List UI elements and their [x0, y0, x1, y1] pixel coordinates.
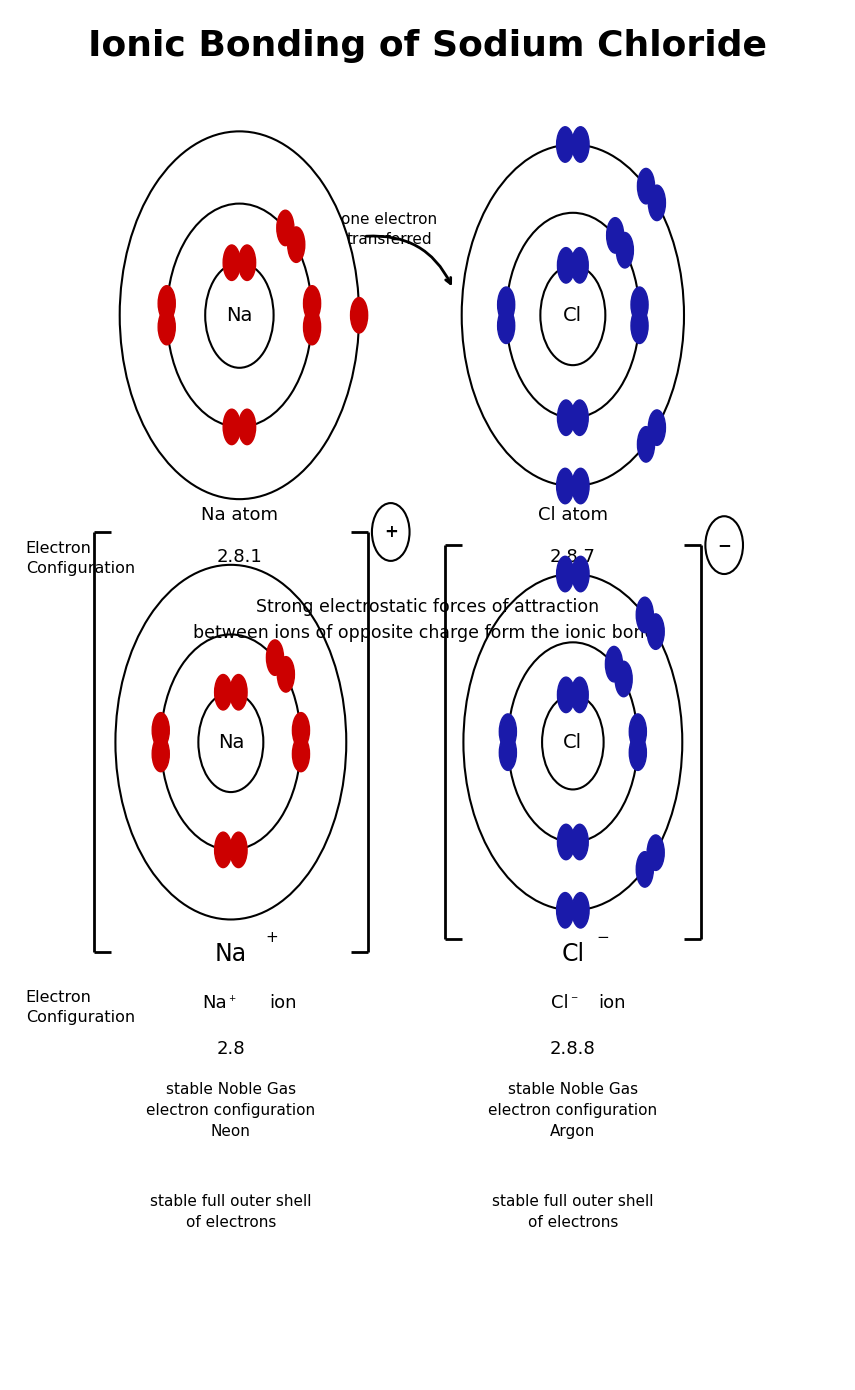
Ellipse shape	[615, 662, 632, 696]
Text: Strong electrostatic forces of attraction
between ions of opposite charge form t: Strong electrostatic forces of attractio…	[193, 598, 662, 642]
Text: +: +	[384, 523, 398, 541]
Ellipse shape	[557, 400, 575, 435]
Ellipse shape	[152, 713, 169, 748]
Ellipse shape	[223, 409, 240, 445]
Text: 2.8.8: 2.8.8	[550, 1040, 596, 1058]
Ellipse shape	[287, 227, 304, 263]
Ellipse shape	[647, 614, 664, 649]
Ellipse shape	[638, 168, 655, 204]
Ellipse shape	[557, 468, 574, 503]
Ellipse shape	[572, 468, 589, 503]
Ellipse shape	[648, 185, 665, 221]
Ellipse shape	[152, 737, 169, 771]
Ellipse shape	[606, 218, 623, 253]
Text: stable full outer shell
of electrons: stable full outer shell of electrons	[492, 1194, 653, 1230]
Text: one electron
transferred: one electron transferred	[341, 213, 437, 247]
Ellipse shape	[223, 245, 240, 281]
Ellipse shape	[557, 126, 574, 163]
Ellipse shape	[499, 714, 516, 749]
Text: Na: Na	[202, 994, 227, 1012]
Text: Electron
Configuration: Electron Configuration	[26, 991, 135, 1026]
Text: stable Noble Gas
electron configuration
Neon: stable Noble Gas electron configuration …	[146, 1083, 315, 1140]
Ellipse shape	[158, 286, 175, 321]
Ellipse shape	[572, 556, 589, 592]
Text: stable full outer shell
of electrons: stable full outer shell of electrons	[150, 1194, 311, 1230]
Text: Na: Na	[227, 306, 252, 325]
Text: −: −	[717, 537, 731, 555]
Ellipse shape	[638, 427, 655, 461]
Ellipse shape	[277, 656, 294, 692]
Ellipse shape	[215, 833, 232, 867]
Ellipse shape	[605, 646, 622, 682]
Text: stable Noble Gas
electron configuration
Argon: stable Noble Gas electron configuration …	[488, 1083, 657, 1140]
Ellipse shape	[571, 400, 588, 435]
Text: Cl atom: Cl atom	[538, 506, 608, 524]
Ellipse shape	[230, 674, 247, 710]
Text: Electron
Configuration: Electron Configuration	[26, 541, 135, 575]
Text: $^-$: $^-$	[569, 994, 579, 1008]
Text: 2.8.1: 2.8.1	[216, 548, 262, 566]
Ellipse shape	[647, 835, 664, 870]
Text: −: −	[597, 930, 609, 945]
Text: $^+$: $^+$	[227, 994, 237, 1008]
Ellipse shape	[648, 410, 665, 445]
Ellipse shape	[571, 247, 588, 284]
Text: alamy: alamy	[34, 1341, 128, 1369]
Ellipse shape	[631, 309, 648, 343]
Text: Cl: Cl	[551, 994, 569, 1012]
Ellipse shape	[499, 735, 516, 770]
Text: ion: ion	[269, 994, 297, 1012]
Text: Image ID: MN4K8B: Image ID: MN4K8B	[712, 1339, 829, 1351]
Text: Cl: Cl	[561, 941, 585, 966]
Text: Cl: Cl	[563, 733, 582, 752]
Ellipse shape	[572, 126, 589, 163]
Ellipse shape	[571, 677, 588, 713]
Ellipse shape	[557, 824, 575, 860]
Ellipse shape	[631, 286, 648, 322]
Ellipse shape	[158, 310, 175, 345]
Ellipse shape	[629, 714, 646, 749]
Text: Na: Na	[218, 733, 244, 752]
Ellipse shape	[629, 735, 646, 770]
Ellipse shape	[557, 892, 574, 929]
Ellipse shape	[292, 713, 310, 748]
Ellipse shape	[304, 286, 321, 321]
Ellipse shape	[292, 737, 310, 771]
Ellipse shape	[616, 232, 634, 268]
Ellipse shape	[636, 852, 653, 887]
Ellipse shape	[557, 247, 575, 284]
Ellipse shape	[557, 556, 574, 592]
Ellipse shape	[304, 310, 321, 345]
Text: +: +	[266, 930, 278, 945]
Ellipse shape	[277, 210, 294, 246]
Text: Cl: Cl	[563, 306, 582, 325]
Ellipse shape	[267, 639, 284, 676]
Text: Na atom: Na atom	[201, 506, 278, 524]
Ellipse shape	[230, 833, 247, 867]
Text: Ionic Bonding of Sodium Chloride: Ionic Bonding of Sodium Chloride	[88, 29, 767, 63]
Text: ion: ion	[598, 994, 626, 1012]
Ellipse shape	[239, 245, 256, 281]
Ellipse shape	[572, 892, 589, 929]
Ellipse shape	[498, 286, 515, 322]
Text: 2.8.7: 2.8.7	[550, 548, 596, 566]
Ellipse shape	[351, 297, 368, 334]
Ellipse shape	[571, 824, 588, 860]
Text: 2.8: 2.8	[216, 1040, 245, 1058]
Ellipse shape	[636, 598, 653, 632]
Text: Na: Na	[215, 941, 247, 966]
Text: www.alamy.com: www.alamy.com	[716, 1368, 829, 1382]
Ellipse shape	[498, 309, 515, 343]
Ellipse shape	[239, 409, 256, 445]
Ellipse shape	[557, 677, 575, 713]
Ellipse shape	[215, 674, 232, 710]
